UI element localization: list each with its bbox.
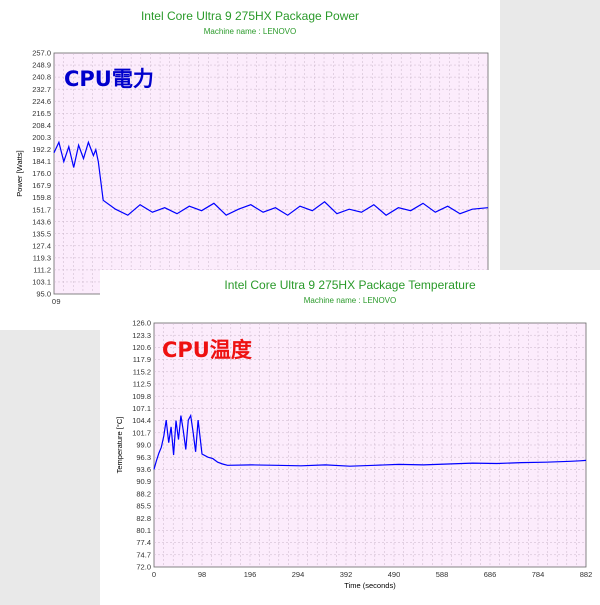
y-tick-label: 96.3 (136, 453, 151, 462)
y-tick-label: 72.0 (136, 563, 151, 572)
y-tick-label: 82.8 (136, 514, 151, 523)
y-tick-label: 103.1 (32, 278, 51, 287)
chart-title: Intel Core Ultra 9 275HX Package Power (141, 9, 359, 23)
y-tick-label: 119.3 (33, 253, 51, 262)
y-tick-label: 115.2 (133, 367, 151, 376)
y-tick-label: 101.7 (132, 428, 151, 437)
y-tick-label: 232.7 (32, 85, 51, 94)
temperature-chart: Intel Core Ultra 9 275HX Package Tempera… (115, 278, 593, 590)
y-tick-label: 117.9 (133, 355, 151, 364)
y-tick-label: 216.5 (32, 109, 51, 118)
chart-overlay-label: CPU温度 (162, 338, 252, 362)
y-tick-label: 107.1 (132, 404, 151, 413)
x-tick-label: 588 (436, 570, 449, 579)
x-tick-label: 0 (52, 297, 56, 306)
y-tick-label: 90.9 (136, 477, 151, 486)
x-tick-label: 490 (388, 570, 401, 579)
series-line (53, 140, 489, 216)
x-tick-label: 392 (340, 570, 353, 579)
y-tick-label: 167.9 (32, 181, 51, 190)
y-tick-label: 104.4 (132, 416, 151, 425)
x-tick-label: 686 (484, 570, 497, 579)
y-tick-label: 80.1 (136, 526, 151, 535)
y-tick-label: 88.2 (136, 489, 151, 498)
y-tick-label: 143.6 (32, 217, 51, 226)
y-tick-label: 74.7 (136, 550, 151, 559)
y-tick-label: 123.3 (132, 331, 151, 340)
x-axis-label: Time (seconds) (344, 581, 396, 590)
series-line (153, 413, 587, 470)
y-tick-label: 112.5 (133, 380, 151, 389)
y-tick-label: 159.8 (32, 193, 51, 202)
y-tick-label: 224.6 (32, 97, 51, 106)
power-chart: Intel Core Ultra 9 275HX Package Power Ma… (15, 9, 489, 306)
x-tick-label: 196 (244, 570, 257, 579)
y-tick-label: 93.6 (136, 465, 151, 474)
y-axis-label: Power [Watts] (15, 150, 24, 196)
y-tick-label: 95.0 (36, 290, 51, 299)
x-tick-label: 882 (580, 570, 593, 579)
y-tick-label: 109.8 (132, 392, 151, 401)
y-axis-label: Temperature [°C] (115, 417, 124, 474)
y-tick-label: 127.4 (32, 241, 51, 250)
y-tick-label: 85.5 (136, 502, 151, 511)
y-tick-label: 99.0 (136, 441, 151, 450)
y-tick-label: 208.4 (32, 121, 51, 130)
chart-title: Intel Core Ultra 9 275HX Package Tempera… (224, 278, 476, 292)
y-tick-label: 126.0 (132, 319, 151, 328)
temperature-chart-panel: Intel Core Ultra 9 275HX Package Tempera… (100, 270, 600, 605)
y-tick-label: 184.1 (32, 157, 51, 166)
chart-subtitle: Machine name : LENOVO (304, 296, 396, 305)
y-tick-label: 111.2 (33, 266, 51, 275)
x-tick-label: 784 (532, 570, 545, 579)
y-tick-label: 240.8 (32, 73, 51, 82)
x-tick-label: 98 (198, 570, 206, 579)
x-tick-label: 294 (292, 570, 305, 579)
y-tick-label: 120.6 (132, 343, 151, 352)
y-tick-label: 77.4 (136, 538, 151, 547)
y-tick-label: 200.3 (32, 133, 51, 142)
x-tick-label: 0 (152, 570, 156, 579)
y-tick-label: 135.5 (32, 229, 51, 238)
chart-subtitle: Machine name : LENOVO (204, 27, 296, 36)
chart-overlay-label: CPU電力 (64, 67, 154, 91)
y-tick-label: 151.7 (32, 205, 51, 214)
y-tick-label: 248.9 (32, 61, 51, 70)
y-tick-label: 257.0 (32, 49, 51, 58)
y-tick-label: 192.2 (32, 145, 51, 154)
y-tick-label: 176.0 (32, 169, 51, 178)
x-tick-label: 9 (56, 297, 60, 306)
